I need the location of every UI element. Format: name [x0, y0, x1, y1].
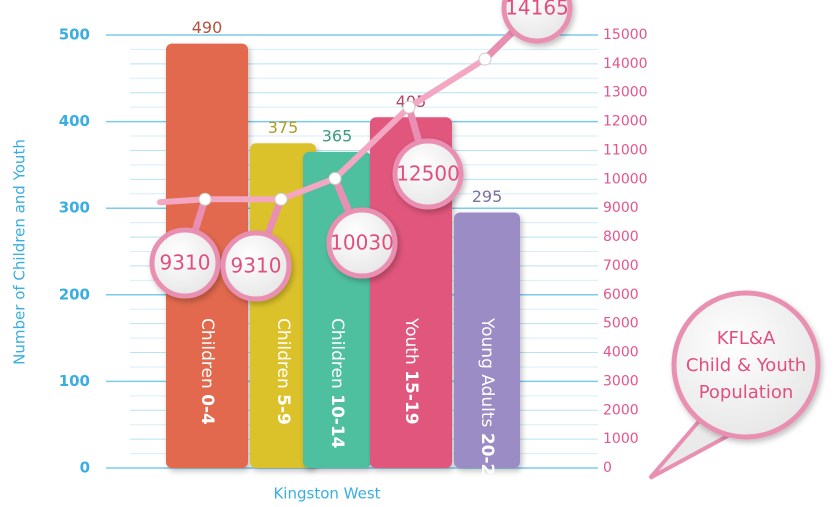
- y-tick-label: 200: [59, 285, 90, 303]
- category-label-bold: 10-14: [327, 394, 347, 449]
- y2-tick-label: 14000: [603, 56, 648, 72]
- value-label: 375: [268, 118, 299, 137]
- bubble: [501, 0, 573, 44]
- line: [157, 56, 488, 206]
- category-label: Children 10-14: [327, 318, 347, 449]
- y2-tick-label: 6000: [603, 287, 639, 303]
- bubble: [392, 138, 464, 210]
- y-tick-label: 500: [59, 26, 90, 44]
- bubble-label: 9310: [160, 251, 211, 275]
- y2-tick-label: 1000: [603, 431, 639, 447]
- y-axis-label: Number of Children and Youth: [11, 139, 29, 365]
- point: [328, 171, 342, 185]
- y-tick-label: 100: [59, 372, 90, 390]
- y2-tick-label: 9000: [603, 200, 639, 216]
- category-label-bold: 5-9: [273, 394, 293, 425]
- bubble-label: 10030: [330, 231, 394, 255]
- bubble: [220, 230, 292, 302]
- point: [198, 192, 212, 206]
- y2-tick-label: 8000: [603, 229, 639, 245]
- y2-tick-label: 12000: [603, 114, 648, 130]
- y-tick-label: 400: [59, 112, 90, 130]
- bubble-label: 12500: [396, 162, 460, 186]
- y2-tick-label: 15000: [603, 27, 648, 43]
- value-label: 490: [192, 18, 223, 37]
- y2-tick-label: 3000: [603, 373, 639, 389]
- point: [402, 100, 416, 114]
- annotation: Population: [699, 382, 794, 403]
- y-tick-label: 0: [80, 459, 90, 477]
- callout: [671, 290, 821, 440]
- y2-tick-label: 4000: [603, 345, 639, 361]
- y2-tick-label: 2000: [603, 402, 639, 418]
- bar: [250, 143, 316, 468]
- annotation: Child & Youth: [686, 355, 806, 376]
- y2-tick-label: 10000: [603, 171, 648, 187]
- x-axis-label: Kingston West: [273, 485, 380, 503]
- bubble-label: 9310: [231, 254, 282, 278]
- category-label: Children 0-4: [197, 318, 217, 425]
- category-label-bold: 15-19: [401, 370, 421, 424]
- y2-tick-label: 11000: [603, 142, 648, 158]
- y2-tick-label: 0: [603, 460, 612, 476]
- category-label: Youth 15-19: [401, 317, 421, 425]
- category-label-bold: 20-24: [477, 433, 497, 488]
- bar: [454, 212, 520, 468]
- value-label: 295: [472, 187, 503, 206]
- point: [274, 192, 288, 206]
- bubble: [326, 207, 398, 279]
- value-label: 365: [322, 126, 353, 145]
- y2-tick-label: 13000: [603, 85, 648, 101]
- bubble-label: 14165: [505, 0, 569, 20]
- category-label-bold: 0-4: [197, 394, 217, 425]
- y2-tick-label: 7000: [603, 258, 639, 274]
- category-label: Young Adults 20-24: [477, 317, 497, 487]
- category-label: Children 5-9: [273, 318, 293, 425]
- bubble: [149, 227, 221, 299]
- y-tick-label: 300: [59, 199, 90, 217]
- y2-tick-label: 5000: [603, 316, 639, 332]
- annotation: KFL&A: [717, 328, 776, 349]
- point: [478, 52, 492, 66]
